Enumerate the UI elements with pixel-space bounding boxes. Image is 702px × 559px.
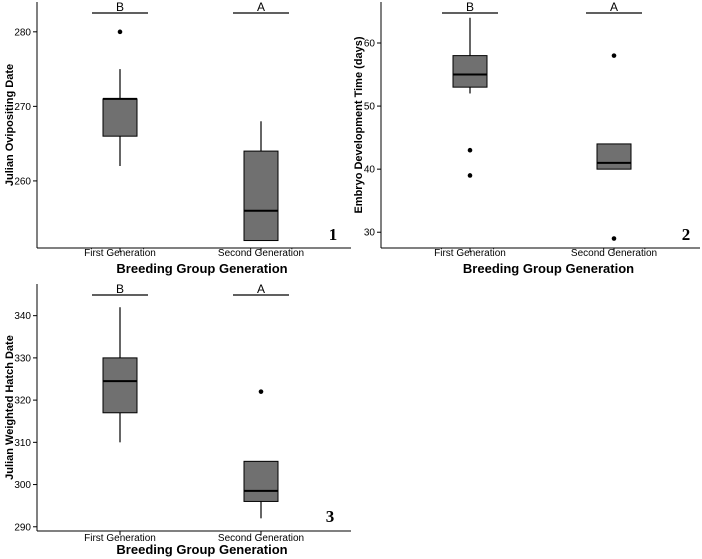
- x-axis-title: Breeding Group Generation: [116, 542, 287, 557]
- y-tick-label: 270: [14, 102, 31, 113]
- outlier-point: [258, 389, 264, 394]
- significance-letter: A: [257, 282, 265, 296]
- x-axis-title: Breeding Group Generation: [116, 261, 287, 276]
- y-tick-label: 340: [14, 311, 31, 322]
- x-tick-label: First Generation: [84, 248, 156, 259]
- y-tick-label: 330: [14, 353, 31, 364]
- outlier-point: [611, 53, 617, 58]
- significance-letter: B: [116, 0, 124, 14]
- box-iqr: [452, 55, 488, 88]
- box-iqr: [596, 143, 632, 170]
- outlier-point: [611, 236, 617, 241]
- x-tick-label: Second Generation: [218, 533, 304, 544]
- y-tick-label: 310: [14, 438, 31, 449]
- y-tick-label: 260: [14, 176, 31, 187]
- y-tick-label: 320: [14, 396, 31, 407]
- y-tick-label: 60: [364, 39, 376, 50]
- panel-number: 1: [329, 225, 338, 244]
- chart-panel-2: 30 40 50 60 First Generation B Second Generati…: [353, 0, 700, 276]
- x-tick-label: First Generation: [434, 248, 506, 259]
- y-tick-label: 40: [364, 165, 376, 176]
- y-tick-label: 50: [364, 102, 376, 113]
- x-tick-label: Second Generation: [218, 248, 304, 259]
- significance-letter: A: [610, 0, 618, 14]
- y-tick-label: 290: [14, 522, 31, 533]
- chart-panel-1: 260 270 280 First Generation B Second Generat…: [4, 0, 351, 276]
- y-tick-label: 280: [14, 27, 31, 38]
- panel-number: 3: [326, 507, 335, 526]
- box-iqr: [243, 460, 279, 502]
- significance-letter: B: [466, 0, 474, 14]
- outlier-point: [467, 173, 473, 178]
- box-iqr: [102, 98, 138, 137]
- y-tick-label: 300: [14, 480, 31, 491]
- y-axis-title: Embryo Development Time (days): [353, 36, 365, 213]
- significance-letter: A: [257, 0, 265, 14]
- box-iqr: [243, 150, 279, 242]
- significance-letter: B: [116, 282, 124, 296]
- panel-number: 2: [682, 225, 691, 244]
- outlier-point: [467, 147, 473, 153]
- y-axis-title: Julian Ovipositing Date: [4, 64, 16, 186]
- x-axis-title: Breeding Group Generation: [463, 261, 634, 276]
- x-tick-label: Second Generation: [571, 248, 657, 259]
- outlier-point: [117, 29, 123, 35]
- y-tick-label: 30: [364, 228, 376, 239]
- box-iqr: [102, 357, 138, 414]
- y-axis-title: Julian Weighted Hatch Date: [4, 335, 16, 480]
- x-tick-label: First Generation: [84, 533, 156, 544]
- chart-panel-3: 290 300 310 320 330 340 First Generation B Secon…: [4, 282, 351, 557]
